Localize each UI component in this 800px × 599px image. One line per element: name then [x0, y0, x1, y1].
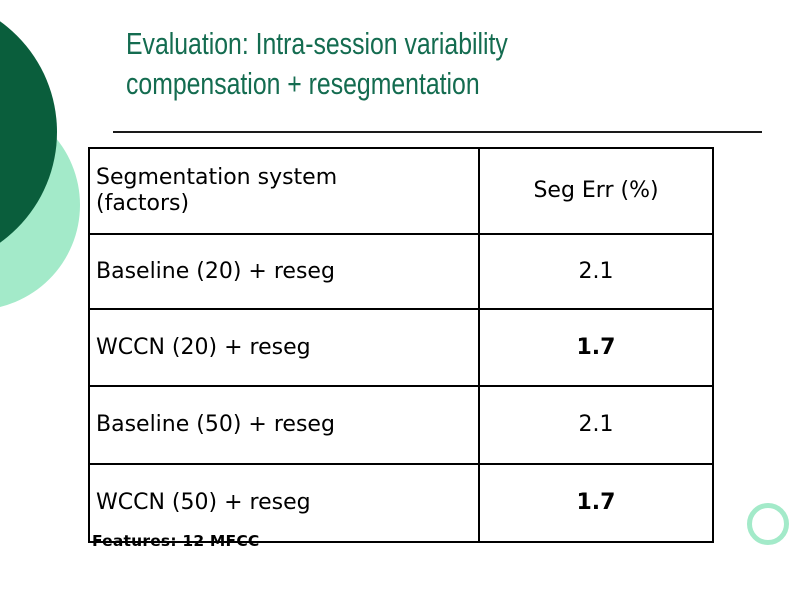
table-row: WCCN (50) + reseg 1.7 — [88, 463, 714, 543]
header-cell-system: Segmentation system (factors) — [88, 147, 480, 235]
table-row: WCCN (20) + reseg 1.7 — [88, 308, 714, 387]
header-cell-seg-err: Seg Err (%) — [478, 147, 714, 235]
header-seg-err-label: Seg Err (%) — [533, 178, 659, 203]
cell-seg-err: 2.1 — [478, 233, 714, 310]
results-table: Segmentation system (factors) Seg Err (%… — [88, 147, 714, 543]
table-header-row: Segmentation system (factors) Seg Err (%… — [88, 147, 714, 235]
table-row: Baseline (50) + reseg 2.1 — [88, 385, 714, 465]
small-ring-decoration — [747, 503, 789, 545]
table-row: Baseline (20) + reseg 2.1 — [88, 233, 714, 310]
cell-system: WCCN (50) + reseg — [88, 463, 480, 543]
slide-title-line-2: compensation + resegmentation — [126, 66, 480, 101]
cell-system: Baseline (20) + reseg — [88, 233, 480, 310]
slide-title: Evaluation: Intra-session variability co… — [126, 24, 508, 104]
cell-system: Baseline (50) + reseg — [88, 385, 480, 465]
slide-title-line-1: Evaluation: Intra-session variability — [126, 26, 508, 61]
features-note: Features: 12 MFCC — [92, 532, 260, 550]
cell-seg-err: 2.1 — [478, 385, 714, 465]
cell-system: WCCN (20) + reseg — [88, 308, 480, 387]
header-system-label: Segmentation system (factors) — [96, 165, 338, 216]
cell-seg-err: 1.7 — [478, 463, 714, 543]
title-underline — [113, 131, 762, 133]
cell-seg-err: 1.7 — [478, 308, 714, 387]
